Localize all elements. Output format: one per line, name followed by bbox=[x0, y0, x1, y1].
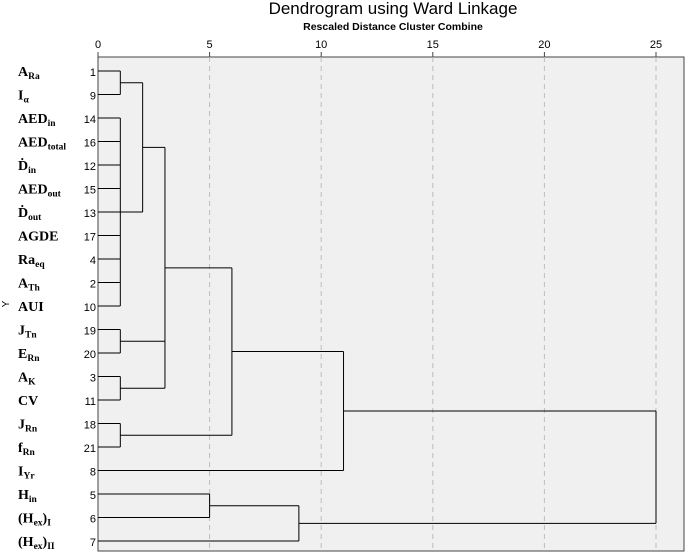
leaf-label: Ḋout bbox=[18, 204, 42, 223]
x-tick-label: 0 bbox=[95, 39, 101, 51]
chart-title: Dendrogram using Ward Linkage bbox=[269, 0, 518, 18]
case-number: 9 bbox=[90, 91, 96, 103]
case-number: 5 bbox=[90, 490, 96, 502]
case-number: 7 bbox=[90, 537, 96, 549]
y-axis-label: Y bbox=[1, 300, 12, 307]
leaf-label: Ḋin bbox=[18, 157, 37, 176]
case-number: 19 bbox=[84, 326, 96, 338]
case-number: 17 bbox=[84, 232, 96, 244]
case-number: 14 bbox=[84, 114, 96, 126]
leaf-label: ERn bbox=[18, 347, 40, 364]
x-tick-label: 25 bbox=[650, 39, 662, 51]
leaf-label: Iα bbox=[18, 89, 29, 106]
leaf-labels: ARa 1 Iα 9 AEDin 14 AEDtotal 16 Ḋin 12 AEDout 15 Ḋou… bbox=[18, 65, 96, 552]
leaf-label: fRn bbox=[18, 441, 36, 458]
case-number: 18 bbox=[84, 420, 96, 432]
dendrogram-tree bbox=[98, 70, 657, 542]
case-number: 20 bbox=[84, 349, 96, 361]
leaf-label: JTn bbox=[18, 324, 37, 341]
case-number: 16 bbox=[84, 138, 96, 150]
case-number: 12 bbox=[84, 161, 96, 173]
case-number: 21 bbox=[84, 443, 96, 455]
leaf-label: AUI bbox=[18, 300, 44, 315]
leaf-label: AK bbox=[18, 371, 36, 388]
leaf-label: ATh bbox=[18, 277, 40, 294]
leaf-label: ARa bbox=[18, 65, 40, 82]
case-number: 8 bbox=[90, 467, 96, 479]
leaf-label: CV bbox=[18, 394, 38, 409]
x-axis-ticks: 0 5 10 15 20 25 bbox=[95, 39, 662, 57]
case-number: 10 bbox=[84, 302, 96, 314]
case-number: 3 bbox=[90, 373, 96, 385]
x-tick-label: 15 bbox=[427, 39, 439, 51]
leaf-label: AEDin bbox=[18, 112, 56, 129]
leaf-label: JRn bbox=[18, 418, 38, 435]
chart-subtitle: Rescaled Distance Cluster Combine bbox=[303, 21, 483, 33]
x-tick-label: 10 bbox=[315, 39, 327, 51]
x-tick-label: 5 bbox=[207, 39, 213, 51]
plot-area bbox=[97, 56, 685, 552]
leaf-label: Hin bbox=[18, 488, 38, 505]
case-number: 2 bbox=[90, 279, 96, 291]
leaf-label: AGDE bbox=[18, 230, 58, 245]
leaf-label: AEDtotal bbox=[18, 136, 66, 153]
case-number: 4 bbox=[90, 255, 96, 267]
x-tick-label: 20 bbox=[538, 39, 550, 51]
case-number: 1 bbox=[90, 67, 96, 79]
case-number: 13 bbox=[84, 208, 96, 220]
leaf-label: IYr bbox=[18, 465, 35, 482]
case-number: 15 bbox=[84, 185, 96, 197]
leaf-label: (Hex)II bbox=[18, 535, 55, 552]
leaf-label: (Hex)I bbox=[18, 512, 51, 529]
case-number: 6 bbox=[90, 514, 96, 526]
leaf-label: AEDout bbox=[18, 183, 62, 200]
leaf-label: Raeq bbox=[18, 253, 45, 270]
gridlines bbox=[209, 57, 657, 551]
case-number: 11 bbox=[85, 396, 96, 408]
